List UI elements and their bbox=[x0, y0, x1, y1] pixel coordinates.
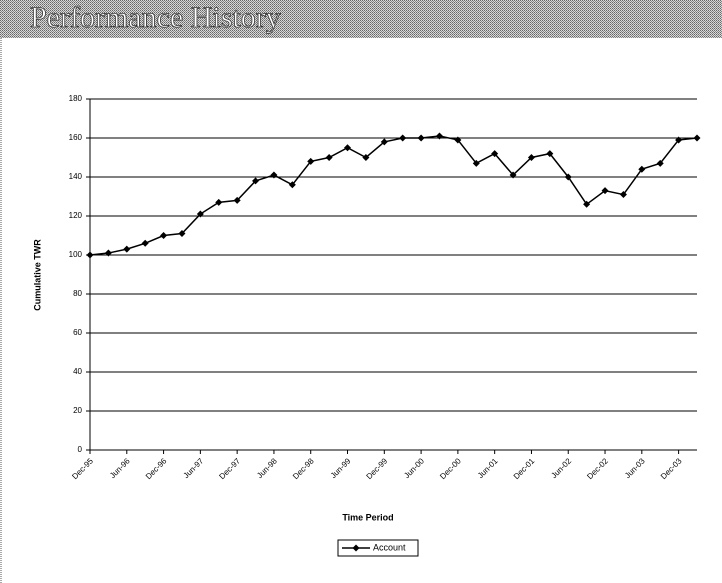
x-tick-label: Dec-03 bbox=[659, 456, 684, 481]
marker bbox=[196, 210, 204, 218]
y-tick-label: 140 bbox=[69, 172, 83, 181]
y-tick-label: 20 bbox=[73, 406, 82, 415]
marker bbox=[454, 136, 462, 144]
y-tick-label: 180 bbox=[69, 94, 83, 103]
x-tick-label: Dec-95 bbox=[70, 456, 95, 481]
x-tick-label: Dec-96 bbox=[144, 456, 169, 481]
x-tick-label: Jun-01 bbox=[476, 456, 500, 480]
marker bbox=[288, 181, 296, 189]
x-axis-title: Time Period bbox=[342, 512, 393, 522]
marker bbox=[399, 134, 407, 142]
marker bbox=[527, 154, 535, 161]
title-banner bbox=[0, 0, 722, 38]
marker bbox=[638, 165, 646, 173]
marker bbox=[178, 230, 186, 238]
x-tick-label: Jun-96 bbox=[108, 456, 132, 480]
x-tick-label: Dec-97 bbox=[217, 456, 242, 481]
marker bbox=[344, 144, 352, 152]
marker bbox=[619, 191, 627, 199]
marker bbox=[693, 134, 701, 142]
x-tick-label: Jun-98 bbox=[255, 456, 279, 480]
y-tick-label: 60 bbox=[73, 328, 82, 337]
chart-title: Performance History bbox=[30, 1, 281, 34]
y-tick-label: 100 bbox=[69, 250, 83, 259]
y-tick-label: 40 bbox=[73, 367, 82, 376]
marker bbox=[546, 150, 554, 158]
marker bbox=[472, 159, 480, 167]
x-tick-label: Jun-99 bbox=[329, 456, 353, 480]
x-tick-label: Dec-98 bbox=[291, 456, 316, 481]
marker bbox=[233, 196, 241, 204]
series-line bbox=[89, 135, 698, 256]
marker bbox=[435, 132, 443, 140]
marker bbox=[252, 177, 260, 185]
x-tick-label: Dec-02 bbox=[585, 456, 610, 481]
x-tick-label: Dec-01 bbox=[512, 456, 537, 481]
y-tick-label: 0 bbox=[78, 445, 83, 454]
marker bbox=[123, 245, 131, 253]
marker bbox=[160, 232, 168, 239]
legend-box bbox=[337, 539, 419, 557]
marker bbox=[564, 173, 572, 181]
legend-label: Account bbox=[373, 542, 406, 552]
y-tick-label: 80 bbox=[73, 289, 82, 298]
x-tick-label: Jun-00 bbox=[402, 456, 426, 480]
marker bbox=[215, 198, 223, 206]
marker bbox=[104, 249, 112, 257]
marker bbox=[270, 171, 278, 179]
x-tick-label: Jun-97 bbox=[182, 456, 206, 480]
marker bbox=[86, 251, 94, 259]
marker bbox=[675, 136, 683, 144]
marker bbox=[141, 239, 149, 247]
x-tick-label: Dec-99 bbox=[365, 456, 390, 481]
y-tick-label: 120 bbox=[69, 211, 83, 220]
marker bbox=[380, 138, 388, 146]
y-tick-label: 160 bbox=[69, 133, 83, 142]
x-tick-label: Dec-00 bbox=[438, 456, 463, 481]
marker bbox=[656, 159, 664, 167]
marker bbox=[325, 154, 333, 161]
marker bbox=[307, 157, 315, 165]
marker bbox=[491, 150, 499, 158]
marker bbox=[601, 187, 609, 195]
marker bbox=[509, 171, 517, 179]
x-tick-label: Jun-03 bbox=[623, 456, 647, 480]
legend-marker bbox=[352, 544, 360, 552]
marker bbox=[362, 154, 370, 161]
x-tick-label: Jun-02 bbox=[549, 456, 573, 480]
marker bbox=[417, 134, 425, 142]
y-axis-title: Cumulative TWR bbox=[32, 239, 42, 311]
marker bbox=[583, 200, 591, 208]
